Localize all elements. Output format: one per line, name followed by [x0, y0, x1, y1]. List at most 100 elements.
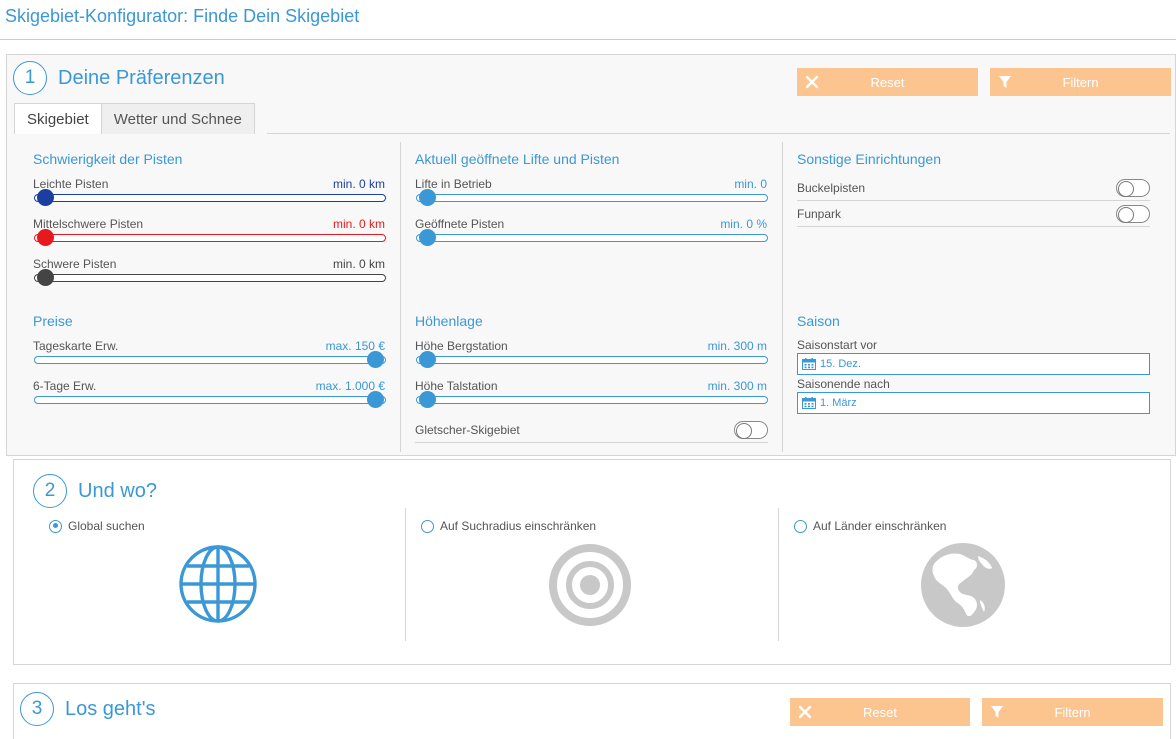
slider-handle[interactable] [419, 391, 436, 408]
step-number: 3 [20, 692, 54, 726]
slider-handle[interactable] [419, 189, 436, 206]
easy-slopes-row: Leichte Pisten min. 0 km [33, 177, 385, 191]
hard-slopes-slider[interactable] [34, 269, 386, 286]
slider-handle[interactable] [367, 351, 384, 368]
prices-title: Preise [33, 313, 73, 329]
column-divider [400, 142, 401, 452]
season-end-label: Saisonende nach [797, 377, 890, 391]
facilities-title: Sonstige Einrichtungen [797, 151, 941, 167]
slider-label: Mittelschwere Pisten [33, 217, 144, 231]
day-pass-slider[interactable] [34, 351, 386, 368]
medium-slopes-row: Mittelschwere Pisten min. 0 km [33, 217, 385, 231]
season-start-value: 15. Dez. [820, 358, 861, 370]
close-icon [790, 698, 820, 726]
step-title: Und wo? [78, 479, 157, 502]
step-number: 2 [33, 474, 67, 508]
calendar-icon [802, 397, 816, 409]
step-number: 1 [13, 61, 47, 95]
easy-slopes-slider[interactable] [34, 189, 386, 206]
slider-label: Höhe Talstation [415, 379, 498, 393]
hard-slopes-row: Schwere Pisten min. 0 km [33, 257, 385, 271]
page-title: Skigebiet-Konfigurator: Finde Dein Skige… [5, 6, 360, 26]
funnel-icon [990, 68, 1020, 96]
slider-label: Tageskarte Erw. [33, 339, 119, 353]
calendar-icon [802, 358, 816, 370]
slider-value: min. 0 [734, 177, 767, 191]
slider-handle[interactable] [37, 269, 54, 286]
radio-button[interactable] [794, 519, 807, 533]
slider-handle[interactable] [37, 229, 54, 246]
option-label: Global suchen [68, 519, 145, 533]
slider-handle[interactable] [37, 189, 54, 206]
slider-label: Geöffnete Pisten [415, 217, 505, 231]
preference-tabs: Skigebiet Wetter und Schnee [14, 103, 255, 134]
column-divider [778, 508, 779, 641]
slider-value: min. 0 km [332, 257, 385, 271]
open-slopes-row: Geöffnete Pisten min. 0 % [415, 217, 767, 231]
reset-label: Reset [863, 704, 897, 720]
filter-label: Filtern [1062, 74, 1099, 90]
funpark-row: Funpark [797, 202, 1150, 227]
slider-label: Höhe Bergstation [415, 339, 508, 353]
step-title: Los geht's [65, 697, 156, 720]
reset-button-bottom[interactable]: Reset [790, 698, 970, 726]
glacier-toggle[interactable] [734, 421, 768, 439]
reset-label: Reset [870, 74, 905, 90]
base-altitude-row: Höhe Talstation min. 300 m [415, 379, 767, 393]
step-title: Deine Präferenzen [58, 66, 225, 89]
difficulty-title: Schwierigkeit der Pisten [33, 151, 183, 167]
medium-slopes-slider[interactable] [34, 229, 386, 246]
base-altitude-slider[interactable] [416, 391, 768, 408]
radio-button[interactable] [49, 519, 62, 533]
season-end-input[interactable]: 1. März [797, 392, 1150, 414]
lifts-slider[interactable] [416, 189, 768, 206]
filter-button[interactable]: Filtern [990, 68, 1171, 96]
funpark-toggle[interactable] [1116, 205, 1150, 223]
tab-divider [267, 133, 1170, 134]
slider-label: Leichte Pisten [33, 177, 109, 191]
slider-value: min. 300 m [707, 339, 767, 353]
slider-handle[interactable] [419, 351, 436, 368]
title-divider [0, 39, 1176, 40]
tab-skigebiet[interactable]: Skigebiet [14, 103, 102, 134]
option-label: Auf Suchradius einschränken [440, 519, 597, 533]
earth-americas-icon [921, 543, 1005, 627]
slider-label: Lifte in Betrieb [415, 177, 492, 191]
slider-label: 6-Tage Erw. [33, 379, 97, 393]
reset-button[interactable]: Reset [797, 68, 978, 96]
summit-altitude-row: Höhe Bergstation min. 300 m [415, 339, 767, 353]
radio-button[interactable] [421, 519, 434, 533]
target-icon [549, 544, 631, 626]
launch-panel [13, 683, 1171, 739]
country-search-option[interactable]: Auf Länder einschränken [794, 519, 946, 533]
mogul-row: Buckelpisten [797, 176, 1150, 201]
mogul-toggle[interactable] [1116, 179, 1150, 197]
glacier-row: Gletscher-Skigebiet [415, 418, 768, 443]
funnel-icon [982, 698, 1012, 726]
step-3-header: 3 Los geht's [20, 692, 156, 726]
toggle-label: Gletscher-Skigebiet [415, 423, 520, 437]
option-label: Auf Länder einschränken [813, 519, 947, 533]
column-divider [405, 508, 406, 641]
radius-search-option[interactable]: Auf Suchradius einschränken [421, 519, 596, 533]
step-1-header: 1 Deine Präferenzen [13, 61, 225, 95]
day-pass-row: Tageskarte Erw. max. 150 € [33, 339, 385, 353]
altitude-title: Höhenlage [415, 313, 483, 329]
six-day-pass-slider[interactable] [34, 391, 386, 408]
lifts-row: Lifte in Betrieb min. 0 [415, 177, 767, 191]
column-divider [782, 142, 783, 452]
slider-handle[interactable] [419, 229, 436, 246]
filter-button-bottom[interactable]: Filtern [982, 698, 1163, 726]
global-search-option[interactable]: Global suchen [49, 519, 145, 533]
tab-wetter-und-schnee[interactable]: Wetter und Schnee [100, 103, 255, 134]
summit-altitude-slider[interactable] [416, 351, 768, 368]
season-start-input[interactable]: 15. Dez. [797, 353, 1150, 375]
toggle-label: Funpark [797, 207, 842, 221]
slider-value: max. 1.000 € [315, 379, 385, 393]
open-slopes-slider[interactable] [416, 229, 768, 246]
toggle-label: Buckelpisten [797, 181, 866, 195]
slider-handle[interactable] [367, 391, 384, 408]
six-day-pass-row: 6-Tage Erw. max. 1.000 € [33, 379, 385, 393]
season-title: Saison [797, 313, 840, 329]
slider-value: max. 150 € [325, 339, 385, 353]
